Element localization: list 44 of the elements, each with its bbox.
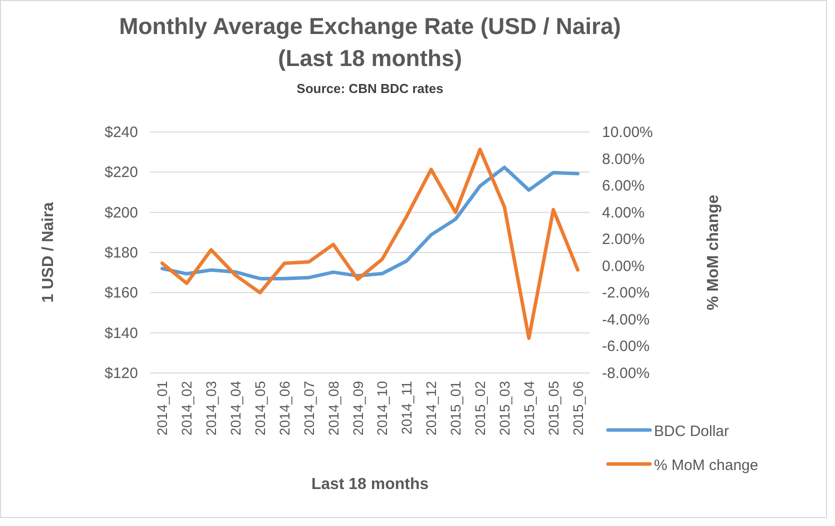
legend-label: % MoM change [654, 457, 758, 474]
y2-tick-label: -6.00% [602, 338, 650, 356]
x-tick-label: 2014_02 [178, 380, 195, 436]
x-tick-label: 2015_05 [545, 380, 562, 436]
y2-tick-label: 8.00% [602, 150, 645, 168]
x-tick-label: 2014_10 [374, 380, 390, 436]
x-tick-label: 2014_07 [300, 380, 317, 436]
x-tick-label: 2015_04 [520, 380, 537, 436]
x-tick-label: 2014_08 [325, 380, 342, 436]
y2-tick-label: 0.00% [602, 258, 645, 275]
y-tick-label: $120 [104, 365, 138, 382]
y2-axis-title: % MoM change [705, 194, 722, 310]
y2-tick-label: 4.00% [602, 204, 645, 222]
y2-tick-label: 2.00% [602, 231, 645, 248]
y-tick-label: $160 [104, 284, 138, 302]
x-axis-title: Last 18 months [311, 476, 429, 493]
y2-tick-label: 6.00% [602, 178, 645, 195]
x-tick-label: 2014_03 [203, 380, 220, 436]
y-tick-label: $180 [104, 244, 138, 262]
x-tick-label: 2015_03 [496, 380, 512, 436]
x-tick-label: 2014_01 [154, 380, 170, 436]
y2-tick-label: -8.00% [602, 365, 650, 382]
y-tick-label: $220 [104, 164, 138, 182]
x-tick-label: 2014_05 [252, 380, 268, 436]
line-series [160, 166, 580, 280]
x-tick-label: 2015_02 [472, 380, 488, 436]
y-tick-label: $140 [104, 324, 138, 342]
y-axis-title: 1 USD / Naira [40, 202, 57, 303]
y2-tick-label: 10.00% [602, 124, 653, 141]
x-tick-label: 2014_06 [276, 380, 292, 436]
x-tick-label: 2014_04 [228, 380, 244, 436]
legend-label: BDC Dollar [654, 423, 730, 440]
x-tick-label: 2015_01 [448, 380, 464, 436]
y2-tick-label: -2.00% [602, 284, 650, 302]
y-tick-label: $200 [104, 204, 138, 222]
x-tick-label: 2015_06 [570, 380, 586, 436]
y-tick-label: $240 [104, 124, 138, 141]
line-series [160, 148, 580, 340]
chart-title: Monthly Average Exchange Rate (USD / Naira) (Last 18 months) [119, 13, 621, 71]
x-tick-label: 2014_09 [350, 380, 366, 436]
y2-tick-label: -4.00% [602, 311, 650, 328]
x-tick-label: 2014_12 [423, 380, 440, 436]
x-tick-label: 2014_11 [398, 380, 415, 434]
chart-subtitle: Source: CBN BDC rates [296, 81, 444, 96]
